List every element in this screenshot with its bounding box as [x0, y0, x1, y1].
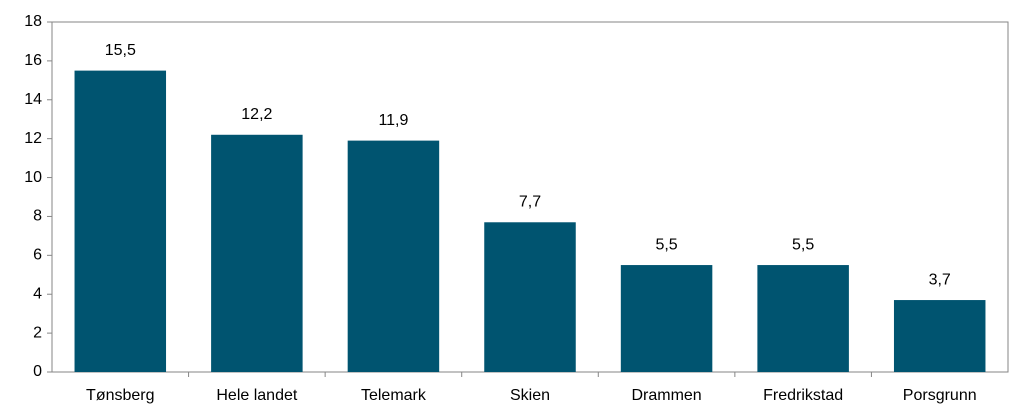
bar: [620, 265, 713, 372]
y-tick-label: 0: [33, 363, 42, 380]
y-tick-label: 2: [33, 324, 42, 341]
x-tick-label: Skien: [510, 387, 550, 404]
y-tick-label: 10: [24, 169, 42, 186]
value-label: 7,7: [519, 193, 541, 210]
y-tick-label: 18: [24, 13, 42, 30]
y-tick-label: 4: [33, 285, 42, 302]
bar: [757, 265, 849, 372]
bar: [484, 222, 576, 372]
bar: [893, 300, 986, 372]
y-tick-label: 12: [24, 130, 42, 147]
x-tick-label: Fredrikstad: [763, 387, 843, 404]
y-tick-label: 14: [24, 91, 42, 108]
value-label: 5,5: [792, 236, 814, 253]
y-tick-label: 8: [33, 208, 42, 225]
value-label: 5,5: [655, 236, 677, 253]
value-label: 3,7: [929, 271, 951, 288]
x-tick-label: Tønsberg: [86, 387, 154, 404]
y-tick-label: 16: [24, 52, 42, 69]
value-label: 15,5: [105, 42, 136, 59]
x-tick-label: Porsgrunn: [903, 387, 977, 404]
bar: [74, 70, 167, 372]
value-label: 12,2: [241, 106, 272, 123]
bar: [347, 140, 440, 372]
x-tick-label: Drammen: [631, 387, 701, 404]
y-tick-label: 6: [33, 247, 42, 264]
bar: [211, 134, 303, 372]
value-label: 11,9: [378, 112, 408, 129]
x-tick-label: Hele landet: [216, 387, 298, 404]
x-tick-label: Telemark: [361, 387, 427, 404]
